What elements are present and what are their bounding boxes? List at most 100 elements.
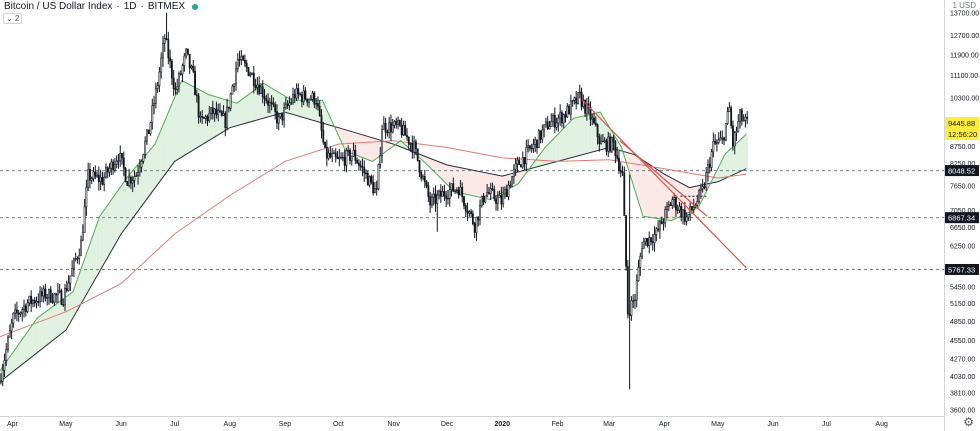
gear-icon[interactable]: ⚙	[963, 415, 974, 429]
candle	[537, 130, 540, 149]
candle	[486, 192, 489, 197]
price-tick-label: 6250.00	[950, 244, 975, 251]
candle	[569, 100, 572, 115]
candle	[698, 190, 701, 202]
candle	[464, 205, 467, 212]
candle	[740, 109, 743, 121]
candle	[653, 234, 656, 244]
trend-line-2	[619, 140, 708, 217]
candle	[217, 110, 220, 116]
candle	[51, 301, 54, 303]
candle	[423, 176, 426, 183]
ribbon-segment	[584, 115, 588, 155]
ribbon-segment	[103, 206, 107, 265]
candle	[247, 67, 250, 76]
candle	[411, 143, 414, 153]
candle	[263, 96, 266, 100]
ribbon-segment	[309, 100, 314, 121]
candle	[300, 94, 303, 102]
candle	[15, 309, 18, 314]
time-tick-label: Dec	[441, 421, 454, 428]
price-tick-label: 5150.00	[950, 301, 975, 308]
candle	[516, 159, 519, 165]
candle	[178, 73, 180, 87]
candle	[147, 129, 150, 134]
candle	[562, 114, 565, 124]
ribbon-segment	[171, 97, 175, 167]
candle	[359, 165, 362, 167]
ribbon-segment	[473, 170, 478, 197]
ribbon-segment	[434, 160, 439, 176]
candle	[10, 322, 13, 332]
candle	[23, 305, 25, 310]
candle	[56, 290, 59, 296]
candle	[723, 137, 725, 141]
candle	[628, 313, 631, 316]
candle	[422, 176, 424, 179]
candle	[85, 186, 88, 208]
ribbon-segment	[374, 138, 378, 161]
candle	[64, 288, 66, 306]
candle	[610, 137, 613, 152]
candle	[630, 300, 633, 316]
ribbon-segment	[363, 135, 367, 160]
ribbon-segment	[456, 166, 460, 193]
ribbon-segment	[441, 162, 446, 183]
candle	[728, 107, 731, 112]
candle	[561, 112, 563, 124]
candle	[484, 195, 487, 203]
candle	[240, 55, 243, 60]
ribbon-segment	[110, 196, 114, 253]
exchange-label: BITMEX	[147, 1, 186, 12]
ribbon-segment	[644, 161, 649, 218]
time-tick-label: Jun	[115, 421, 126, 428]
currency-label[interactable]: 1 USD	[952, 1, 976, 10]
candle	[382, 122, 385, 130]
candle	[715, 142, 718, 144]
interval-label[interactable]: 1D	[123, 1, 137, 12]
ribbon-segment	[114, 191, 118, 247]
ribbon-segment	[423, 156, 428, 165]
candle	[536, 139, 538, 149]
candle	[30, 295, 33, 304]
candle	[299, 93, 302, 95]
candle	[596, 124, 599, 138]
candle	[605, 140, 608, 152]
candle	[276, 111, 278, 124]
candle	[507, 184, 510, 197]
ribbon-segment	[28, 325, 33, 360]
candles	[0, 12, 749, 390]
candle	[466, 210, 469, 214]
candle	[543, 124, 546, 131]
candle	[325, 146, 328, 159]
candle	[167, 39, 170, 59]
candle	[242, 55, 245, 61]
ribbon-segment	[178, 80, 182, 160]
candle	[425, 181, 428, 187]
candle	[76, 257, 79, 260]
candle	[208, 113, 211, 121]
candle	[96, 174, 98, 177]
price-tick-label: 5450.00	[950, 284, 975, 291]
candle	[284, 103, 287, 109]
ribbon-segment	[188, 84, 193, 153]
ribbon-segment	[573, 117, 578, 158]
symbol-header[interactable]: Bitcoin / US Dollar Index · 1D · BITMEX	[4, 1, 199, 12]
candle	[568, 105, 570, 115]
candle	[495, 198, 497, 204]
candle	[309, 98, 312, 101]
ribbon-segment	[470, 169, 474, 196]
ribbon-segment	[402, 142, 407, 149]
candle	[646, 238, 649, 247]
candle	[174, 88, 177, 90]
ribbon-segment	[231, 101, 236, 128]
ribbon-segment	[566, 121, 570, 159]
candle	[304, 90, 307, 100]
candle	[707, 164, 709, 173]
ribbon-segment	[185, 82, 189, 155]
candle	[730, 107, 733, 127]
candle	[62, 304, 65, 306]
indicators-toggle-button[interactable]: ⌄ 2	[3, 13, 23, 24]
candle	[384, 122, 387, 133]
